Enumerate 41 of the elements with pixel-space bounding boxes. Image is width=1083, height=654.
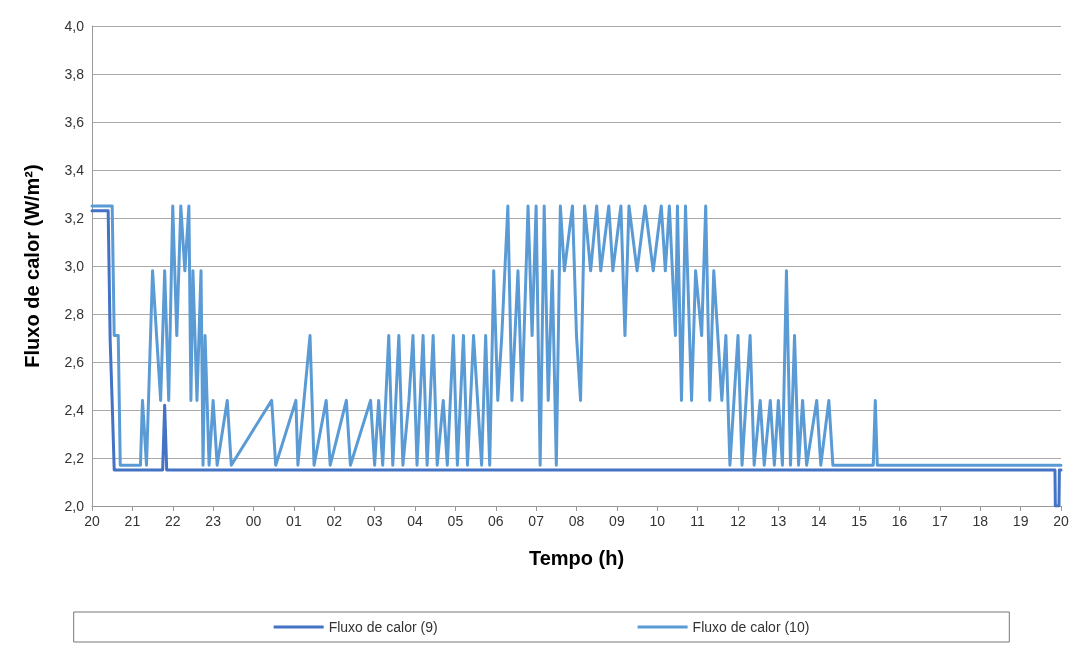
x-tick-label: 06 <box>487 513 504 529</box>
x-tick-label: 18 <box>972 513 989 529</box>
x-tick-label: 12 <box>730 513 746 529</box>
x-tick-label: 21 <box>124 513 141 529</box>
y-tick-label: 2,4 <box>64 402 85 418</box>
y-tick-label: 3,0 <box>64 258 85 274</box>
x-tick-label: 15 <box>851 513 868 529</box>
x-tick-label: 09 <box>609 513 625 529</box>
y-tick-label: 2,2 <box>64 450 85 466</box>
x-tick-label: 08 <box>568 513 585 529</box>
x-tick-label: 20 <box>84 513 100 529</box>
legend-label: Fluxo de calor (10) <box>692 619 810 635</box>
y-tick-label: 4,0 <box>64 18 85 34</box>
x-tick-label: 00 <box>245 513 262 529</box>
y-tick-label: 2,8 <box>64 306 85 322</box>
x-tick-label: 17 <box>932 513 948 529</box>
x-tick-label: 01 <box>286 513 302 529</box>
y-tick-label: 3,4 <box>64 162 85 178</box>
x-tick-label: 03 <box>366 513 383 529</box>
x-tick-label: 04 <box>407 513 423 529</box>
legend-label: Fluxo de calor (9) <box>328 619 438 635</box>
y-tick-label: 3,8 <box>64 66 85 82</box>
y-tick-label: 3,6 <box>64 114 85 130</box>
y-tick-label: 3,2 <box>64 210 85 226</box>
y-tick-label: 2,6 <box>64 354 85 370</box>
x-tick-label: 10 <box>649 513 666 529</box>
x-tick-label: 19 <box>1012 513 1029 529</box>
x-tick-label: 05 <box>447 513 464 529</box>
x-tick-label: 07 <box>528 513 545 529</box>
y-axis-title: Fluxo de calor (W/m²) <box>21 164 43 368</box>
x-tick-label: 14 <box>810 513 827 529</box>
x-tick-label: 20 <box>1053 513 1069 529</box>
x-tick-label: 11 <box>690 513 706 529</box>
x-tick-label: 23 <box>205 513 222 529</box>
x-tick-label: 22 <box>164 513 181 529</box>
x-tick-label: 16 <box>891 513 908 529</box>
line-series <box>90 204 1063 467</box>
x-axis-title: Tempo (h) <box>528 547 625 569</box>
y-tick-label: 2,0 <box>64 498 85 514</box>
x-tick-label: 13 <box>770 513 787 529</box>
x-tick-label: 02 <box>326 513 343 529</box>
